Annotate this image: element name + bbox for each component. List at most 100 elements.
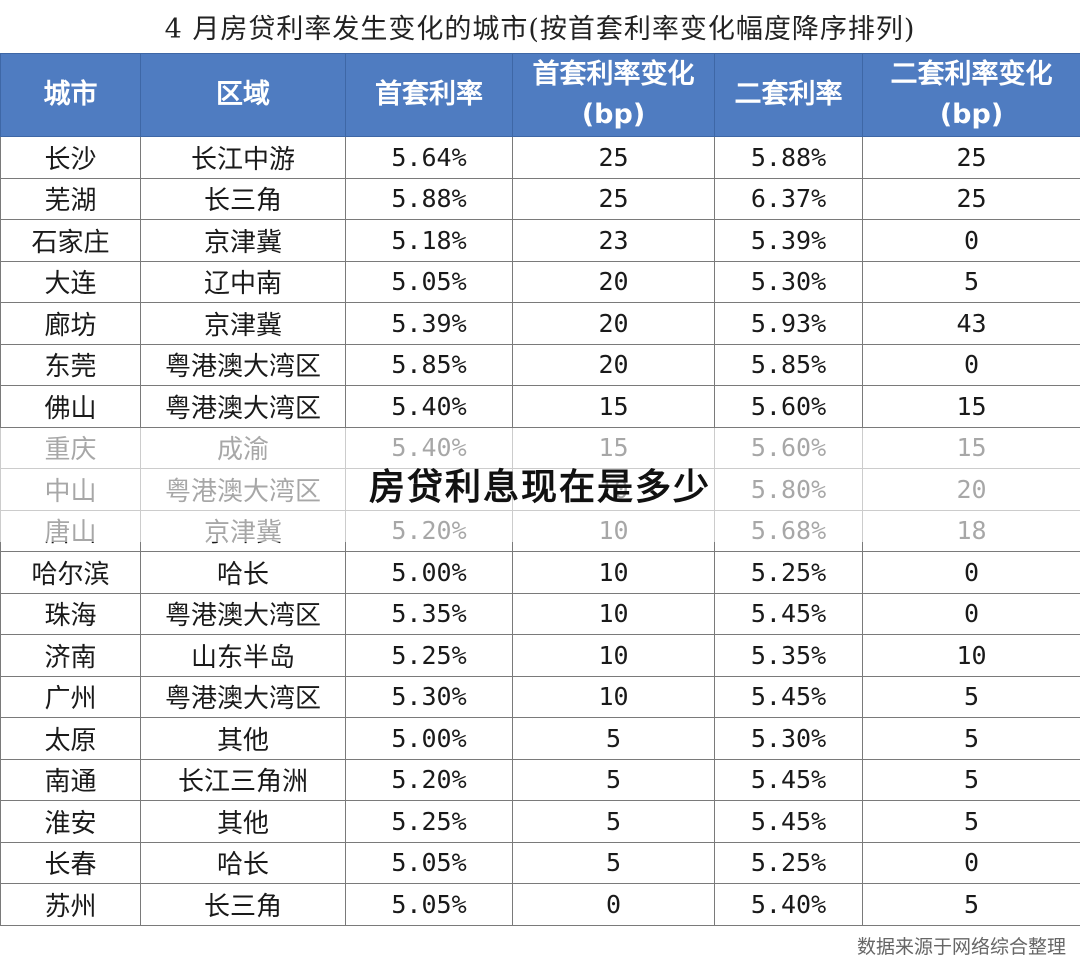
cell-first-change: 10	[512, 551, 715, 594]
cell-first-change: 5	[512, 758, 715, 801]
cell-second-rate: 5.30%	[714, 717, 863, 760]
table-row: 大连 辽中南 5.05% 20 5.30% 5	[0, 260, 1080, 303]
cell-city: 长沙	[0, 136, 141, 179]
header-region: 区域	[140, 53, 346, 137]
table-row: 淮安 其他 5.25% 5 5.45% 5	[0, 800, 1080, 843]
cell-second-change: 10	[862, 634, 1080, 677]
cell-second-rate: 5.45%	[714, 758, 863, 801]
cell-first-change: 5	[512, 841, 715, 884]
header-second-change: 二套利率变化 (bp)	[862, 53, 1080, 137]
cell-second-change: 0	[862, 343, 1080, 386]
cell-city: 东莞	[0, 343, 141, 386]
cell-second-rate: 5.93%	[714, 302, 863, 345]
cell-first-rate: 5.00%	[345, 717, 513, 760]
cell-region: 长三角	[140, 177, 346, 220]
cell-region: 长江中游	[140, 136, 346, 179]
cell-region: 山东半岛	[140, 634, 346, 677]
cell-second-rate: 5.39%	[714, 219, 863, 262]
cell-city: 石家庄	[0, 219, 141, 262]
source-note: 数据来源于网络综合整理	[856, 936, 1066, 958]
table-row: 济南 山东半岛 5.25% 10 5.35% 10	[0, 634, 1080, 677]
header-first-change: 首套利率变化 (bp)	[512, 53, 715, 137]
cell-second-rate: 5.85%	[714, 343, 863, 386]
cell-first-rate: 5.85%	[345, 343, 513, 386]
table-row: 长沙 长江中游 5.64% 25 5.88% 25	[0, 136, 1080, 179]
table-row: 芜湖 长三角 5.88% 25 6.37% 25	[0, 177, 1080, 220]
cell-first-rate: 5.40%	[345, 385, 513, 428]
cell-second-change: 43	[862, 302, 1080, 345]
cell-region: 长三角	[140, 883, 346, 926]
cell-city: 廊坊	[0, 302, 141, 345]
table-row: 石家庄 京津冀 5.18% 23 5.39% 0	[0, 219, 1080, 262]
cell-second-change: 0	[862, 592, 1080, 635]
header-city: 城市	[0, 53, 141, 137]
cell-first-change: 20	[512, 343, 715, 386]
cell-city: 广州	[0, 675, 141, 718]
cell-first-rate: 5.25%	[345, 800, 513, 843]
cell-second-rate: 5.25%	[714, 551, 863, 594]
cell-first-rate: 5.05%	[345, 841, 513, 884]
cell-first-rate: 5.20%	[345, 758, 513, 801]
cell-second-change: 5	[862, 717, 1080, 760]
cell-city: 太原	[0, 717, 141, 760]
cell-second-change: 5	[862, 758, 1080, 801]
cell-region: 辽中南	[140, 260, 346, 303]
table-row: 珠海 粤港澳大湾区 5.35% 10 5.45% 0	[0, 592, 1080, 635]
cell-first-change: 10	[512, 634, 715, 677]
overlay-caption: 房贷利息现在是多少	[368, 467, 711, 508]
cell-first-change: 0	[512, 883, 715, 926]
cell-second-change: 0	[862, 551, 1080, 594]
cell-second-rate: 5.30%	[714, 260, 863, 303]
table-row: 佛山 粤港澳大湾区 5.40% 15 5.60% 15	[0, 385, 1080, 428]
cell-first-rate: 5.30%	[345, 675, 513, 718]
cell-city: 济南	[0, 634, 141, 677]
cell-first-rate: 5.88%	[345, 177, 513, 220]
header-first-rate: 首套利率	[345, 53, 513, 137]
cell-second-change: 5	[862, 883, 1080, 926]
cell-second-rate: 5.25%	[714, 841, 863, 884]
cell-region: 其他	[140, 800, 346, 843]
cell-city: 芜湖	[0, 177, 141, 220]
cell-first-change: 5	[512, 800, 715, 843]
cell-second-change: 15	[862, 385, 1080, 428]
cell-first-rate: 5.35%	[345, 592, 513, 635]
cell-second-rate: 6.37%	[714, 177, 863, 220]
cell-first-rate: 5.25%	[345, 634, 513, 677]
table-row: 苏州 长三角 5.05% 0 5.40% 5	[0, 883, 1080, 926]
table-row: 东莞 粤港澳大湾区 5.85% 20 5.85% 0	[0, 343, 1080, 386]
cell-city: 淮安	[0, 800, 141, 843]
cell-city: 珠海	[0, 592, 141, 635]
table-row: 廊坊 京津冀 5.39% 20 5.93% 43	[0, 302, 1080, 345]
cell-region: 粤港澳大湾区	[140, 343, 346, 386]
cell-first-rate: 5.64%	[345, 136, 513, 179]
cell-second-change: 5	[862, 675, 1080, 718]
cell-region: 京津冀	[140, 302, 346, 345]
cell-first-rate: 5.05%	[345, 883, 513, 926]
cell-first-rate: 5.00%	[345, 551, 513, 594]
cell-region: 粤港澳大湾区	[140, 385, 346, 428]
table-row: 哈尔滨 哈长 5.00% 10 5.25% 0	[0, 551, 1080, 594]
page-title: 4 月房贷利率发生变化的城市(按首套利率变化幅度降序排列)	[164, 13, 916, 45]
table-row: 南通 长江三角洲 5.20% 5 5.45% 5	[0, 758, 1080, 801]
cell-first-rate: 5.39%	[345, 302, 513, 345]
cell-second-rate: 5.40%	[714, 883, 863, 926]
cell-city: 苏州	[0, 883, 141, 926]
table-row: 太原 其他 5.00% 5 5.30% 5	[0, 717, 1080, 760]
table-row: 长春 哈长 5.05% 5 5.25% 0	[0, 841, 1080, 884]
cell-first-change: 15	[512, 385, 715, 428]
cell-second-change: 25	[862, 136, 1080, 179]
cell-first-change: 25	[512, 136, 715, 179]
cell-second-change: 5	[862, 260, 1080, 303]
cell-city: 大连	[0, 260, 141, 303]
header-second-rate: 二套利率	[714, 53, 863, 137]
cell-second-rate: 5.60%	[714, 385, 863, 428]
table-row: 广州 粤港澳大湾区 5.30% 10 5.45% 5	[0, 675, 1080, 718]
cell-first-change: 20	[512, 302, 715, 345]
cell-region: 粤港澳大湾区	[140, 675, 346, 718]
cell-first-rate: 5.18%	[345, 219, 513, 262]
cell-region: 哈长	[140, 841, 346, 884]
cell-region: 京津冀	[140, 219, 346, 262]
cell-second-rate: 5.35%	[714, 634, 863, 677]
cell-city: 佛山	[0, 385, 141, 428]
cell-first-change: 10	[512, 592, 715, 635]
